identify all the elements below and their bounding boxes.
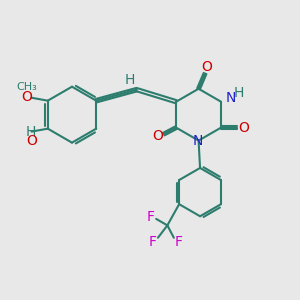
Text: F: F [147,210,155,224]
Text: H: H [26,124,36,139]
Text: N: N [193,134,203,148]
Text: O: O [26,134,37,148]
Text: O: O [21,90,32,104]
Text: F: F [175,235,183,249]
Text: H: H [233,86,244,100]
Text: O: O [201,60,212,74]
Text: F: F [148,235,157,249]
Text: O: O [152,129,163,143]
Text: N: N [225,91,236,105]
Text: O: O [238,121,249,135]
Text: CH₃: CH₃ [16,82,37,92]
Text: H: H [125,73,136,87]
